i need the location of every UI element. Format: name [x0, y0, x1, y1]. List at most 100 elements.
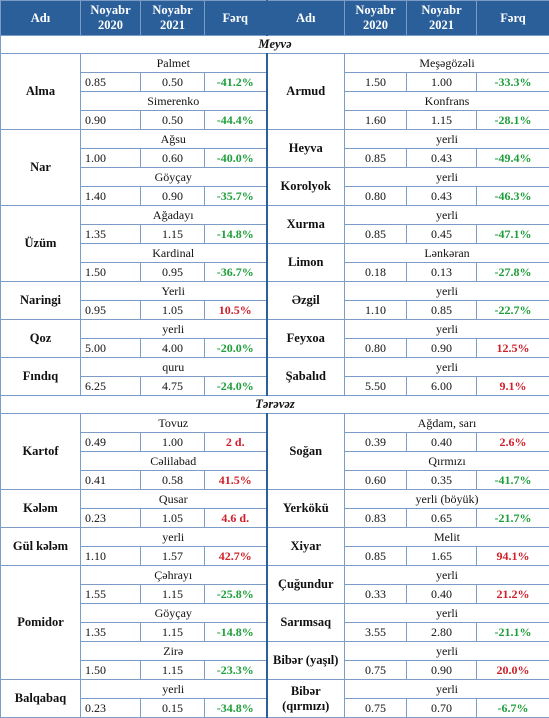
price-2020: 0.95 — [81, 301, 141, 320]
variety-label: yerli — [345, 282, 549, 301]
product-name: Korolyok — [267, 168, 345, 206]
price-2020: 1.35 — [81, 225, 141, 244]
variety-label: yerli — [345, 320, 549, 339]
price-diff: -35.7% — [205, 187, 267, 206]
price-diff: -6.7% — [477, 699, 549, 718]
price-2020: 1.50 — [81, 263, 141, 282]
price-2021: 6.00 — [407, 377, 477, 396]
section-title-vegetable: Tərəvəz — [1, 396, 549, 414]
price-diff: -46.3% — [477, 187, 549, 206]
product-name: Bibər (qırmızı) — [267, 680, 345, 718]
table-row: Göyçay Sarımsaq yerli — [1, 604, 549, 623]
variety-label: yerli — [345, 680, 549, 699]
product-name: Balqabaq — [1, 680, 81, 718]
price-2020: 1.10 — [345, 301, 407, 320]
variety-label: Zirə — [81, 642, 267, 661]
table-row: Balqabaq yerli Bibər (qırmızı) yerli — [1, 680, 549, 699]
price-2021: 0.90 — [141, 187, 205, 206]
variety-label: yerli — [345, 130, 549, 149]
table-row: Üzüm Ağadayı Xurma yerli — [1, 206, 549, 225]
price-2020: 0.85 — [81, 73, 141, 92]
price-2021: 1.15 — [407, 111, 477, 130]
product-name: Çuğundur — [267, 566, 345, 604]
price-diff: -49.4% — [477, 149, 549, 168]
price-2020: 5.50 — [345, 377, 407, 396]
price-2020: 1.40 — [81, 187, 141, 206]
price-2021: 0.13 — [407, 263, 477, 282]
price-diff: -28.1% — [477, 111, 549, 130]
product-name: Gül kələm — [1, 528, 81, 566]
price-2021: 0.90 — [407, 661, 477, 680]
variety-label: Cəlilabad — [81, 452, 267, 471]
header-name-right: Adı — [267, 1, 345, 36]
price-2021: 1.05 — [141, 301, 205, 320]
price-diff: 42.7% — [205, 547, 267, 566]
product-name: Bibər (yaşıl) — [267, 642, 345, 680]
price-diff: -14.8% — [205, 225, 267, 244]
variety-label: yerli — [345, 168, 549, 187]
variety-label: quru — [81, 358, 267, 377]
price-2021: 1.65 — [407, 547, 477, 566]
product-name: Feyxoa — [267, 320, 345, 358]
price-2021: 0.35 — [407, 471, 477, 490]
table-row: Nar Ağsu Heyva yerli — [1, 130, 549, 149]
price-2021: 1.15 — [141, 225, 205, 244]
price-2020: 0.90 — [81, 111, 141, 130]
variety-label: yerli — [345, 642, 549, 661]
variety-label: yerli — [345, 358, 549, 377]
price-2020: 1.55 — [81, 585, 141, 604]
price-2020: 1.10 — [81, 547, 141, 566]
price-2020: 0.23 — [81, 509, 141, 528]
price-2020: 0.85 — [345, 547, 407, 566]
product-name: Limon — [267, 244, 345, 282]
price-diff: 21.2% — [477, 585, 549, 604]
product-name: Heyva — [267, 130, 345, 168]
price-2020: 0.85 — [345, 149, 407, 168]
price-diff: -41.7% — [477, 471, 549, 490]
table-row: Alma Palmet Armud Meşəgözəli — [1, 54, 549, 73]
price-diff: -14.8% — [205, 623, 267, 642]
price-2021: 0.65 — [407, 509, 477, 528]
price-2021: 0.90 — [407, 339, 477, 358]
price-2021: 0.95 — [141, 263, 205, 282]
product-name: Üzüm — [1, 206, 81, 282]
price-diff: -24.0% — [205, 377, 267, 396]
variety-label: Meşəgözəli — [345, 54, 549, 73]
price-diff: 20.0% — [477, 661, 549, 680]
variety-label: yerli — [345, 566, 549, 585]
price-2021: 0.43 — [407, 149, 477, 168]
price-diff: -25.8% — [205, 585, 267, 604]
table-row: Zirə Bibər (yaşıl) yerli — [1, 642, 549, 661]
price-diff: 4.6 d. — [205, 509, 267, 528]
price-diff: -47.1% — [477, 225, 549, 244]
price-diff: -21.1% — [477, 623, 549, 642]
price-2020: 0.39 — [345, 433, 407, 452]
price-diff: -41.2% — [205, 73, 267, 92]
price-2021: 1.15 — [141, 661, 205, 680]
product-name: Nar — [1, 130, 81, 206]
price-2021: 4.75 — [141, 377, 205, 396]
product-name: Soğan — [267, 414, 345, 490]
price-2021: 0.45 — [407, 225, 477, 244]
variety-label: yerli — [81, 320, 267, 339]
product-name: Sarımsaq — [267, 604, 345, 642]
price-2021: 1.15 — [141, 623, 205, 642]
variety-label: yerli — [345, 206, 549, 225]
price-diff: 41.5% — [205, 471, 267, 490]
price-diff: -34.8% — [205, 699, 267, 718]
price-2020: 0.85 — [345, 225, 407, 244]
variety-label: yerli (böyük) — [345, 490, 549, 509]
price-diff: -21.7% — [477, 509, 549, 528]
product-name: Kələm — [1, 490, 81, 528]
price-table-container: Adı Noyabr 2020 Noyabr 2021 Fərq Adı Noy… — [0, 0, 549, 588]
price-2020: 1.60 — [345, 111, 407, 130]
product-name: Qoz — [1, 320, 81, 358]
variety-label: Qırmızı — [345, 452, 549, 471]
price-2020: 0.33 — [345, 585, 407, 604]
price-2020: 1.50 — [345, 73, 407, 92]
price-diff: 12.5% — [477, 339, 549, 358]
variety-label: Melit — [345, 528, 549, 547]
variety-label: Çəhrayı — [81, 566, 267, 585]
variety-label: Simerenko — [81, 92, 267, 111]
product-name: Kartof — [1, 414, 81, 490]
